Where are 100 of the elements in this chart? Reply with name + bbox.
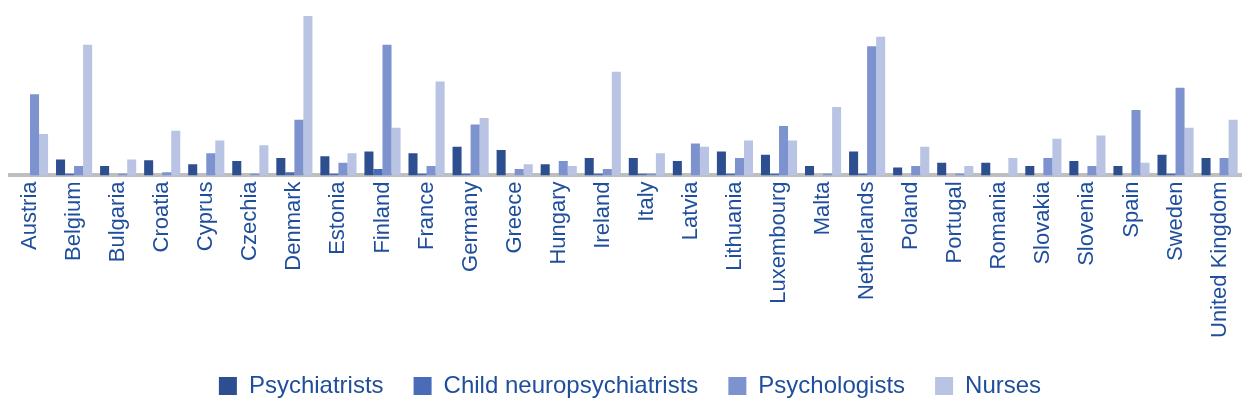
bar <box>1140 162 1150 176</box>
bar <box>1175 87 1185 176</box>
bar <box>285 172 295 176</box>
bar <box>74 165 84 176</box>
x-tick-label: Malta <box>809 180 835 236</box>
x-tick-label: Sweden <box>1161 181 1187 261</box>
x-tick-label: Latvia <box>676 180 702 241</box>
bar <box>1096 135 1106 176</box>
bar <box>373 169 383 176</box>
bar <box>144 160 154 176</box>
bar <box>56 159 66 176</box>
bar <box>100 165 110 176</box>
bar <box>893 167 903 176</box>
bar <box>294 119 304 176</box>
bar <box>981 162 991 176</box>
bar <box>1043 157 1053 176</box>
x-tick-label: Spain <box>1117 181 1143 238</box>
bar <box>760 154 770 176</box>
bar <box>320 156 330 176</box>
bar <box>188 164 198 176</box>
bar <box>127 159 137 176</box>
bar <box>470 124 480 176</box>
bar <box>1087 165 1097 176</box>
legend-label: Psychologists <box>758 370 906 398</box>
bar <box>1008 157 1018 176</box>
x-tick-label: Denmark <box>280 180 306 271</box>
bar <box>920 146 930 176</box>
bar <box>611 71 621 176</box>
bar <box>558 161 568 176</box>
bar <box>867 46 877 176</box>
x-tick-label: United Kingdom <box>1205 181 1231 339</box>
x-tick-label: Ireland <box>588 181 614 249</box>
x-tick-label: Poland <box>897 181 923 250</box>
bar <box>232 161 242 176</box>
bar <box>338 162 348 176</box>
bar <box>496 149 506 176</box>
x-tick-label: Netherlands <box>853 181 879 301</box>
x-tick-label: France <box>412 181 438 250</box>
bar <box>602 169 612 176</box>
bar <box>1201 157 1211 176</box>
bar <box>1157 154 1167 176</box>
bar <box>479 118 489 176</box>
bar <box>716 151 726 176</box>
x-tick-label: Portugal <box>941 181 967 264</box>
bar <box>206 153 216 176</box>
bar <box>1131 110 1141 176</box>
bar <box>788 140 798 176</box>
x-tick-label: Romania <box>985 180 1011 270</box>
legend-label: Child neuropsychiatrists <box>443 370 699 398</box>
bar <box>779 126 789 176</box>
bar <box>426 165 436 176</box>
bar <box>1025 165 1035 176</box>
bar <box>382 44 392 176</box>
bar <box>347 153 357 176</box>
x-tick-label: Cyprus <box>192 181 218 252</box>
x-tick-label: Italy <box>632 181 658 222</box>
bar <box>171 130 181 176</box>
bar <box>734 157 744 176</box>
bar <box>911 165 921 176</box>
bar <box>30 94 40 176</box>
bar <box>523 164 533 176</box>
bar <box>1219 157 1229 176</box>
x-tick-label: Hungary <box>544 181 570 265</box>
bar <box>452 146 462 176</box>
bar <box>364 151 374 176</box>
x-tick-label: Austria <box>16 180 42 250</box>
bar <box>1228 119 1238 176</box>
bar <box>276 157 286 176</box>
legend-label: Nurses <box>965 370 1042 398</box>
bar <box>1113 165 1123 176</box>
bar <box>849 151 859 176</box>
x-tick-label: Estonia <box>324 180 350 255</box>
x-tick-label: Bulgaria <box>104 180 130 263</box>
bar <box>699 146 709 176</box>
x-tick-label: Finland <box>368 181 394 254</box>
x-tick-label: Germany <box>456 181 482 272</box>
x-tick-label: Croatia <box>148 180 174 253</box>
bar <box>584 157 594 176</box>
bar <box>743 140 754 176</box>
bar <box>39 134 49 176</box>
legend-label: Psychiatrists <box>248 370 384 398</box>
bar <box>540 164 550 176</box>
x-tick-label: Luxembourg <box>765 181 791 304</box>
bar <box>628 157 638 176</box>
bar <box>215 140 225 176</box>
bar <box>876 36 886 176</box>
bar <box>690 143 700 176</box>
bar <box>567 165 577 176</box>
bar <box>805 165 815 176</box>
bar <box>655 153 665 176</box>
bar <box>435 81 445 176</box>
bar <box>391 127 401 176</box>
bar <box>303 16 313 176</box>
bar <box>1184 127 1194 176</box>
x-tick-label: Slovenia <box>1073 180 1099 266</box>
x-tick-label: Belgium <box>60 181 86 261</box>
bar <box>937 162 947 176</box>
bar <box>259 145 269 176</box>
bar <box>514 169 524 176</box>
x-tick-label: Czechia <box>236 180 262 261</box>
